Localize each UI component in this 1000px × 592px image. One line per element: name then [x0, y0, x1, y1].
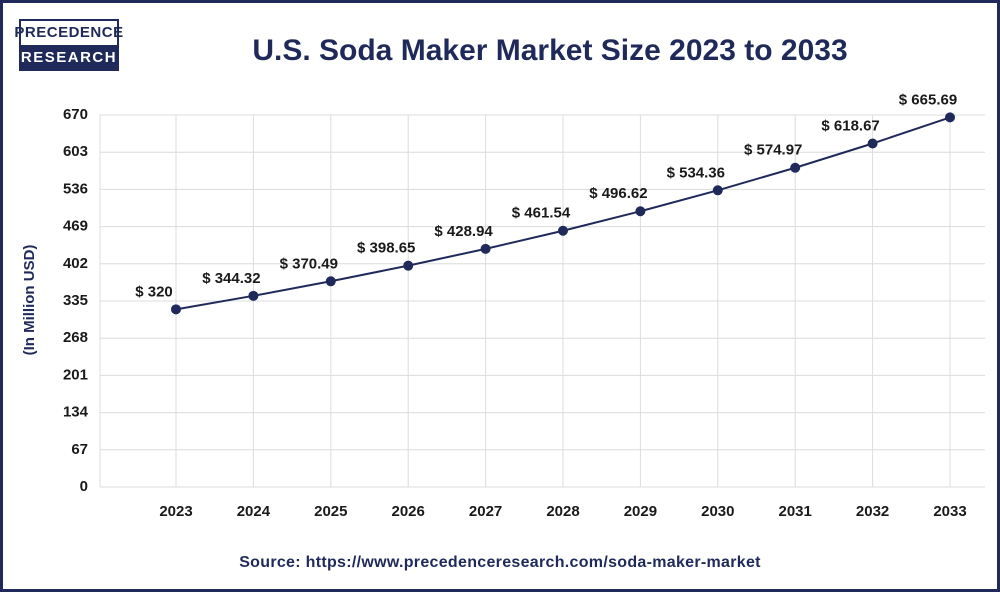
x-tick-label: 2030 — [701, 503, 734, 520]
y-tick-label: 67 — [71, 441, 88, 458]
x-tick-label: 2028 — [546, 503, 579, 520]
x-tick-label: 2033 — [933, 503, 966, 520]
x-tick-label: 2029 — [624, 503, 657, 520]
data-label: $ 461.54 — [512, 205, 571, 222]
point — [558, 225, 568, 236]
logo-text: RESEARCH — [21, 49, 117, 66]
y-tick-label: 0 — [80, 478, 88, 495]
y-tick-label: 201 — [63, 366, 88, 383]
y-tick-label: 536 — [63, 180, 88, 197]
data-label: $ 574.97 — [744, 142, 802, 159]
data-label: $ 496.62 — [589, 185, 647, 202]
data-label: $ 428.94 — [434, 223, 493, 240]
y-tick-label: 335 — [63, 292, 88, 309]
data-label: $ 320 — [135, 283, 173, 300]
x-tick-label: 2023 — [159, 503, 192, 520]
logo: PRECEDENCE RESEARCH — [14, 19, 123, 71]
data-label: $ 344.32 — [202, 270, 260, 287]
x-tick-label: 2024 — [237, 503, 271, 520]
data-label: $ 534.36 — [667, 164, 725, 181]
y-tick-label: 134 — [63, 404, 89, 421]
point — [480, 243, 491, 254]
point — [712, 185, 723, 196]
point — [325, 276, 336, 287]
logo-text: PRECEDENCE — [14, 24, 123, 41]
y-tick-label: 469 — [63, 218, 88, 235]
x-tick-label: 2025 — [314, 503, 347, 520]
y-axis-label: (In Million USD) — [21, 245, 38, 356]
chart-title: U.S. Soda Maker Market Size 2023 to 2033 — [252, 34, 847, 67]
y-tick-label: 603 — [63, 143, 88, 160]
data-label: $ 618.67 — [821, 117, 879, 134]
source: Source: https://www.precedenceresearch.c… — [239, 554, 761, 571]
y-tick-label: 670 — [63, 106, 88, 123]
x-tick-label: 2027 — [469, 503, 502, 520]
y-tick-label: 268 — [63, 329, 88, 346]
data-label: $ 398.65 — [357, 240, 415, 257]
point — [790, 162, 801, 173]
point — [867, 138, 878, 149]
point — [635, 206, 646, 217]
data-label: $ 665.69 — [899, 91, 957, 108]
point — [945, 112, 955, 123]
x-tick-label: 2031 — [779, 503, 812, 520]
point — [403, 260, 414, 271]
logo-band — [20, 45, 118, 70]
point — [248, 290, 259, 301]
point — [171, 304, 181, 315]
x-tick-label: 2032 — [856, 503, 889, 520]
y-tick-label: 402 — [63, 255, 88, 272]
data-label: $ 370.49 — [280, 255, 338, 272]
x-tick-label: 2026 — [392, 503, 425, 520]
